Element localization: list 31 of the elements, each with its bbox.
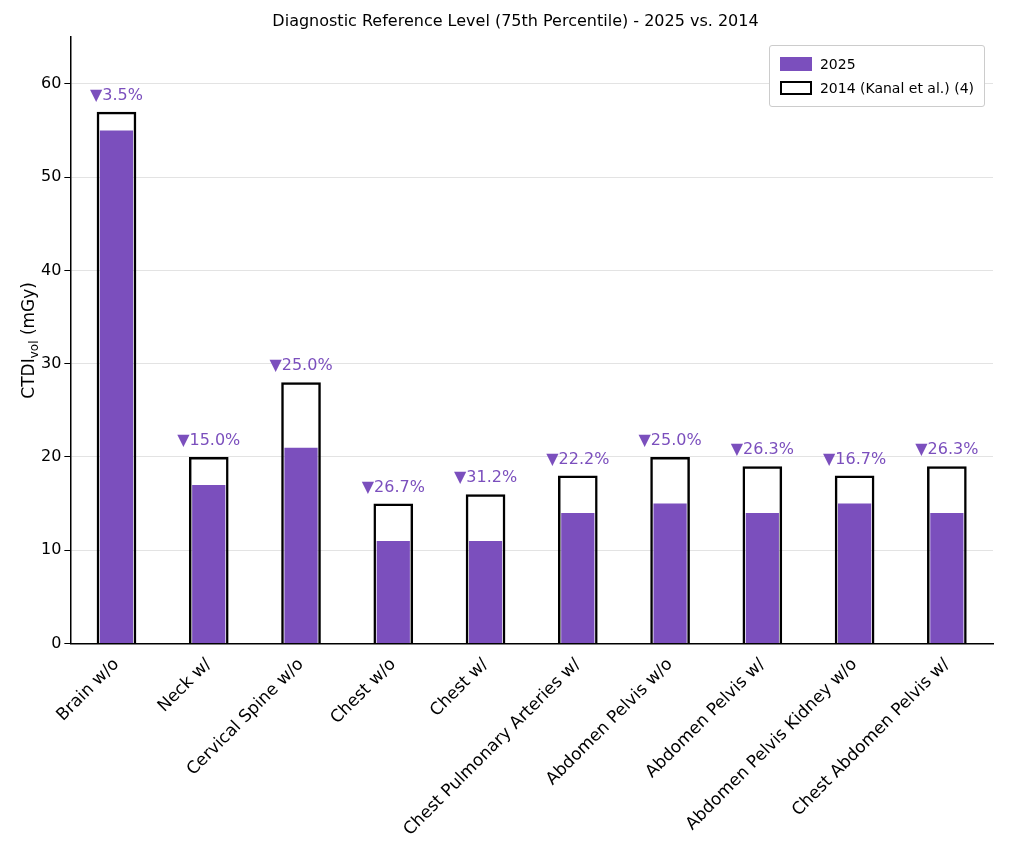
- annotation: ▼16.7%: [823, 448, 887, 468]
- y-tick-label: 50: [41, 166, 62, 186]
- annotation: ▼25.0%: [269, 355, 333, 375]
- legend-label: 2014 (Kanal et al.) (4): [819, 79, 974, 99]
- y-tick-label: 0: [51, 632, 62, 652]
- annotation: ▼25.0%: [638, 430, 702, 450]
- y-axis-title: CTDIvol (mGy): [18, 282, 42, 399]
- bar: [745, 512, 779, 644]
- bar: [653, 503, 687, 644]
- annotation: ▼26.3%: [730, 439, 794, 459]
- bar: [99, 130, 134, 644]
- annotation: ▼3.5%: [90, 84, 143, 104]
- bar: [284, 447, 318, 644]
- chart-title: Diagnostic Reference Level (75th Percentile) - 2025 vs. 2014: [272, 10, 759, 30]
- annotation: ▼22.2%: [546, 448, 610, 468]
- y-tick-label: 20: [41, 446, 62, 466]
- bar: [561, 512, 595, 644]
- y-tick-label: 10: [41, 539, 62, 559]
- bar: [376, 540, 410, 644]
- annotation: ▼26.7%: [361, 476, 425, 496]
- y-tick-label: 60: [41, 73, 62, 92]
- annotation: ▼26.3%: [915, 439, 979, 459]
- annotation: ▼15.0%: [177, 430, 241, 450]
- bar: [468, 540, 503, 644]
- bar: [192, 484, 226, 644]
- legend-label: 2025: [819, 55, 856, 75]
- y-tick-label: 40: [41, 259, 62, 279]
- y-tick-label: 30: [41, 352, 62, 372]
- bar: [930, 512, 964, 644]
- bar: [838, 503, 872, 644]
- annotation: ▼31.2%: [453, 467, 518, 487]
